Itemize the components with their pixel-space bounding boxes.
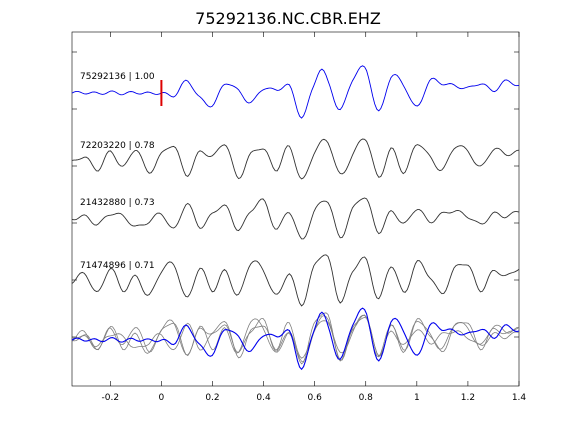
x-tick-label: 1.4 — [512, 393, 527, 403]
x-tick-label: 1.2 — [461, 393, 475, 403]
x-tick-label: 0 — [159, 393, 165, 403]
x-tick-label: 0.2 — [205, 393, 219, 403]
trace-label-1: 75292136 | 1.00 — [80, 72, 155, 82]
plot-area-frame — [71, 31, 520, 387]
x-axis: -0.2 0 0.2 0.4 0.6 0.8 1 1.2 1.4 — [102, 32, 527, 403]
trace-label-3: 21432880 | 0.73 — [80, 198, 155, 208]
trace-line-1 — [71, 65, 520, 119]
overlay-line-4 — [71, 312, 520, 365]
trace-label-4: 71474896 | 0.71 — [80, 261, 155, 271]
x-tick-label: 1 — [414, 393, 420, 403]
x-tick-label: 0.6 — [307, 393, 322, 403]
chart-title: 75292136.NC.CBR.EHZ — [195, 9, 381, 28]
x-tick-label: 0.4 — [256, 393, 271, 403]
overlay-line-2 — [71, 314, 520, 359]
y-axis-ticks — [72, 51, 519, 338]
trace-line-3 — [71, 197, 520, 240]
trace-labels: 75292136 | 1.00 72203220 | 0.78 21432880 |… — [80, 72, 155, 271]
x-tick-label: 0.8 — [359, 393, 374, 403]
trace-line-4 — [71, 254, 520, 307]
trace-line-2 — [71, 138, 520, 180]
trace-group — [71, 65, 520, 307]
overlay-line-1 — [71, 307, 520, 371]
x-tick-label: -0.2 — [102, 393, 120, 403]
overlay-group — [71, 307, 520, 371]
trace-label-2: 72203220 | 0.78 — [80, 141, 155, 151]
